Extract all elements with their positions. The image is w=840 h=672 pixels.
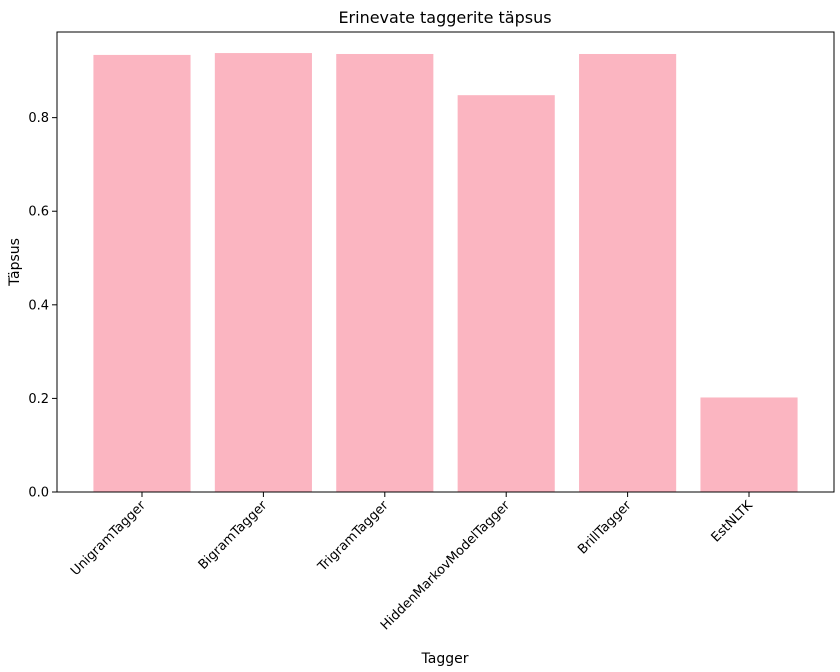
bar-TrigramTagger bbox=[336, 53, 434, 492]
x-axis: UnigramTagger BigramTagger TrigramTaggerHi… bbox=[68, 492, 756, 633]
y-axis-label: Täpsus bbox=[7, 238, 23, 287]
y-tick-label-0.0: 0.0 bbox=[28, 486, 49, 501]
bar-HiddenMarkovModelTagger bbox=[457, 95, 555, 493]
x-tick-label-BigramTagger: BigramTagger bbox=[196, 498, 271, 573]
x-tick-label-BrillTagger: BrillTagger bbox=[575, 498, 635, 558]
bar-BrillTagger bbox=[579, 53, 677, 492]
x-axis-label: Tagger bbox=[421, 651, 469, 667]
bar-BigramTagger bbox=[214, 53, 312, 493]
y-tick-label-0.6: 0.6 bbox=[28, 205, 49, 220]
plot-frame bbox=[56, 31, 835, 493]
x-tick-label-UnigramTagger: UnigramTagger bbox=[68, 498, 149, 579]
y-tick-label-0.2: 0.2 bbox=[28, 392, 49, 407]
y-axis: 0.0 0.2 0.4 0.6 0.8 bbox=[28, 111, 57, 501]
chart-title: Erinevate taggerite täpsus bbox=[338, 8, 551, 27]
y-tick-label-0.4: 0.4 bbox=[28, 298, 49, 313]
x-tick-label-TrigramTagger: TrigramTagger bbox=[315, 498, 392, 575]
x-tick-label-HiddenMarkovModelTagger: HiddenMarkovModelTagger bbox=[378, 498, 514, 634]
y-tick-label-0.8: 0.8 bbox=[28, 111, 49, 126]
bar-UnigramTagger bbox=[93, 54, 191, 492]
bars-group bbox=[93, 53, 798, 493]
bar-EstNLTK bbox=[700, 397, 798, 492]
x-tick-label-EstNLTK: EstNLTK bbox=[709, 498, 757, 546]
